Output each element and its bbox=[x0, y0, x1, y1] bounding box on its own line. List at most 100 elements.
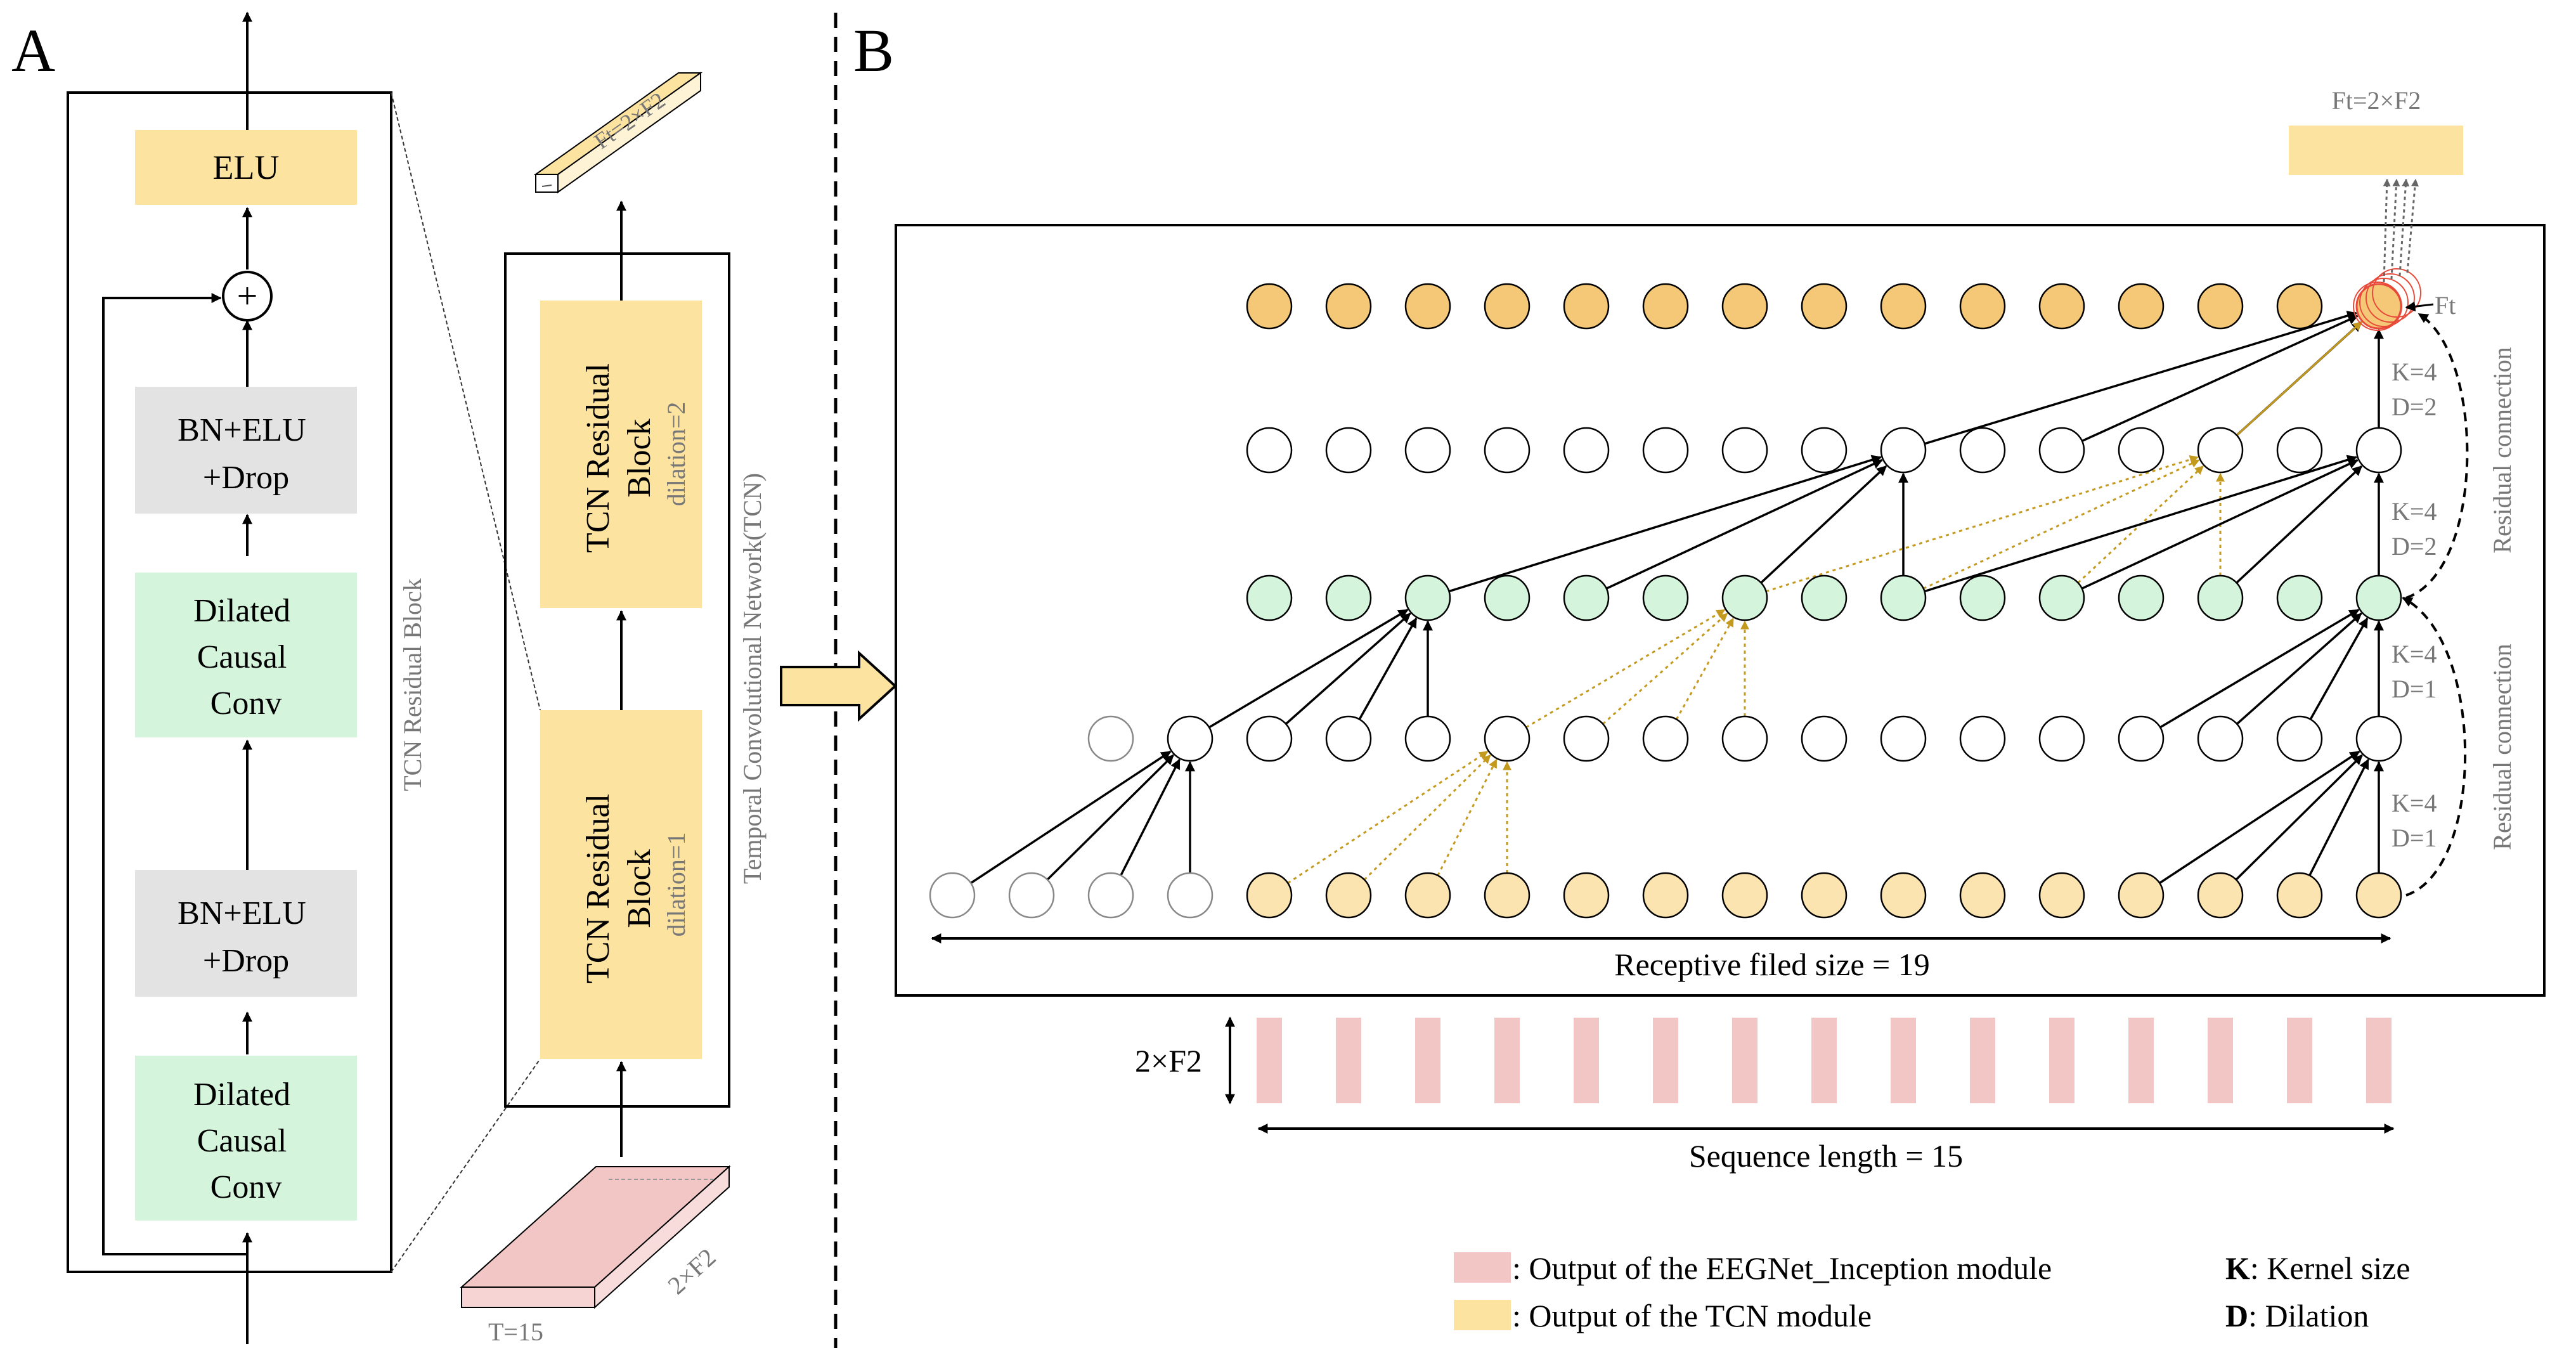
node-row0-t18 bbox=[2355, 872, 2402, 919]
node-row0-t10 bbox=[1721, 872, 1768, 919]
elu-label: ELU bbox=[213, 148, 280, 186]
tcn-block-1-line2: Block bbox=[621, 849, 657, 928]
node-row4-t16 bbox=[2197, 283, 2244, 330]
kd-label-layer3-d: D=2 bbox=[2392, 532, 2437, 561]
node-row0-t17 bbox=[2276, 872, 2323, 919]
bn-elu-drop-bottom-box bbox=[135, 870, 357, 997]
edge-r0-5-to-r1-7 bbox=[1363, 754, 1491, 881]
conv-bottom-line2: Causal bbox=[197, 1123, 287, 1159]
network-edges bbox=[970, 311, 2384, 885]
node-row1-t16 bbox=[2197, 715, 2244, 762]
node-row4-t12 bbox=[1880, 283, 1927, 330]
tcn-block-1-text: TCN Residual Block dilation=1 bbox=[580, 786, 690, 983]
tcn-block-2-line1: TCN Residual bbox=[580, 363, 616, 553]
node-row0-t5 bbox=[1325, 872, 1372, 919]
tcn-output-bar bbox=[533, 72, 703, 193]
conv-bottom-line3: Conv bbox=[210, 1169, 282, 1205]
node-row1-t4 bbox=[1246, 715, 1293, 762]
tcn-network-frame bbox=[895, 224, 2546, 997]
legend-kernel: K: Kernel size bbox=[2225, 1250, 2411, 1286]
node-row2-t10 bbox=[1721, 574, 1768, 621]
eegnet-output-bar-3 bbox=[1494, 1018, 1520, 1103]
kd-labels: K=4 D=2 K=4 D=2 K=4 D=1 K=4 D=1 bbox=[2392, 358, 2437, 852]
panel-a-label: A bbox=[11, 16, 55, 84]
edge-r2-10-to-r3-16 bbox=[1765, 455, 2199, 593]
tcn-input-f-label: 2×F2 bbox=[662, 1243, 721, 1300]
ft-ring-stack bbox=[2353, 268, 2421, 331]
legend-dilation-text: : Dilation bbox=[2248, 1298, 2369, 1333]
residual-connection-arcs bbox=[2402, 313, 2469, 897]
node-row2-t11 bbox=[1801, 574, 1848, 621]
bn-elu-drop-top-box bbox=[135, 387, 357, 514]
receptive-field-label: Receptive filed size = 19 bbox=[1614, 947, 1929, 982]
dilated-conv-bottom-box bbox=[135, 1056, 357, 1221]
edge-r1-15-to-r2-18 bbox=[2159, 609, 2360, 729]
kd-label-layer1-k: K=4 bbox=[2392, 789, 2437, 817]
tcn-frame bbox=[504, 252, 730, 1108]
node-row4-t6 bbox=[1404, 283, 1451, 330]
conv-bottom-line1: Dilated bbox=[193, 1077, 290, 1113]
tcn-block-1-line1: TCN Residual bbox=[580, 794, 616, 983]
node-row0-t8 bbox=[1563, 872, 1610, 919]
edge-r1-4-to-r2-6 bbox=[1285, 612, 1411, 725]
node-row1-t8 bbox=[1563, 715, 1610, 762]
node-row1-t7 bbox=[1484, 715, 1531, 762]
tcn-input-t-label: T=15 bbox=[488, 1318, 543, 1346]
kd-label-layer4-d: D=2 bbox=[2392, 392, 2437, 421]
edge-r0-15-to-r1-18 bbox=[2159, 750, 2360, 885]
node-row4-t4 bbox=[1246, 283, 1293, 330]
node-row4-t14 bbox=[2038, 283, 2085, 330]
zoom-connector-bottom bbox=[391, 1058, 541, 1273]
legend-dilation: D: Dilation bbox=[2225, 1298, 2369, 1333]
dilated-conv-top-text: Dilated Causal Conv bbox=[193, 593, 299, 722]
node-row1-t14 bbox=[2038, 715, 2085, 762]
eegnet-output-bar-4 bbox=[1574, 1018, 1599, 1103]
node-row0-t16 bbox=[2197, 872, 2244, 919]
eegnet-output-bar-10 bbox=[2049, 1018, 2074, 1103]
panel-b-label: B bbox=[853, 16, 894, 84]
residual-block-title: TCN Residual Block bbox=[398, 578, 427, 791]
eegnet-output-bar-12 bbox=[2208, 1018, 2233, 1103]
node-row3-t13 bbox=[1959, 427, 2006, 474]
bn-top-line1: BN+ELU bbox=[178, 412, 306, 448]
eegnet-output-bar-5 bbox=[1653, 1018, 1678, 1103]
node-row4-t17 bbox=[2276, 283, 2323, 330]
node-row1-t9 bbox=[1642, 715, 1689, 762]
residual-block-frame bbox=[67, 91, 392, 1273]
bn-elu-drop-top-text: BN+ELU +Drop bbox=[178, 412, 314, 496]
add-symbol: + bbox=[237, 275, 258, 316]
node-row2-t13 bbox=[1959, 574, 2006, 621]
legend-kernel-text: : Kernel size bbox=[2250, 1250, 2411, 1286]
node-row1-t15 bbox=[2118, 715, 2165, 762]
tcn-block-1-dilation: dilation=1 bbox=[662, 833, 690, 937]
node-row1-t2 bbox=[1087, 715, 1134, 762]
node-row3-t12 bbox=[1880, 427, 1927, 474]
node-row3-t15 bbox=[2118, 427, 2165, 474]
tcn-block-2 bbox=[540, 301, 702, 608]
node-row3-t5 bbox=[1325, 427, 1372, 474]
edge-r1-3-to-r2-6 bbox=[1208, 609, 1409, 729]
edge-r0-6-to-r1-7 bbox=[1437, 758, 1498, 876]
node-row4-t15 bbox=[2118, 283, 2165, 330]
node-row1-t13 bbox=[1959, 715, 2006, 762]
eegnet-output-bar-13 bbox=[2287, 1018, 2312, 1103]
node-row0-t14 bbox=[2038, 872, 2085, 919]
node-row0-t12 bbox=[1880, 872, 1927, 919]
bn-top-line2: +Drop bbox=[203, 460, 289, 496]
edge-r0-2-to-r1-3 bbox=[1120, 758, 1181, 876]
node-row0-t13 bbox=[1959, 872, 2006, 919]
eegnet-output-bar-14 bbox=[2366, 1018, 2392, 1103]
edge-r3-14-to-r4-18 bbox=[2081, 314, 2359, 443]
edge-r1-8-to-r2-10 bbox=[1602, 612, 1728, 725]
node-row0-t15 bbox=[2118, 872, 2165, 919]
node-row4-t7 bbox=[1484, 283, 1531, 330]
node-row2-t18 bbox=[2355, 574, 2402, 621]
dilated-conv-bottom-text: Dilated Causal Conv bbox=[193, 1077, 299, 1205]
node-row3-t6 bbox=[1404, 427, 1451, 474]
ft-label: Ft bbox=[2435, 291, 2456, 320]
zoom-connector-top bbox=[391, 92, 541, 711]
eegnet-output-bar-0 bbox=[1257, 1018, 1282, 1103]
edge-r1-17-to-r2-18 bbox=[2309, 617, 2369, 720]
legend-eegnet-swatch bbox=[1454, 1252, 1511, 1283]
residual-label-top: Residual connection bbox=[2488, 347, 2516, 553]
